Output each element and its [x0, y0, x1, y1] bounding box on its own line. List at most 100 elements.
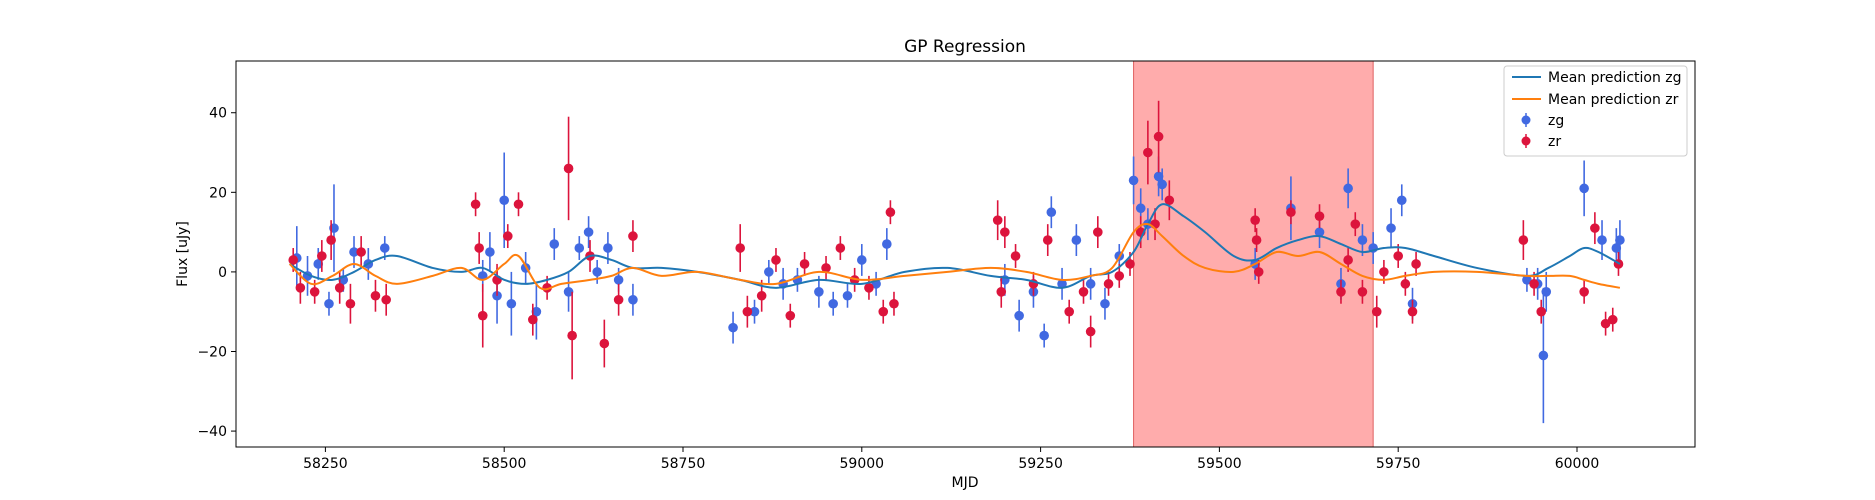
- point-zr-15: [513, 199, 524, 210]
- point-zr-73: [1579, 287, 1589, 297]
- point-zr-10: [470, 199, 481, 210]
- point-zr-24: [735, 243, 746, 253]
- point-zr-21: [599, 338, 610, 349]
- point-zg-16: [549, 239, 560, 249]
- point-zg-8: [379, 243, 390, 253]
- legend-label-zr: zr: [1548, 134, 1561, 150]
- chart-title: GP Regression: [904, 37, 1026, 57]
- legend-label-zg: zg: [1548, 113, 1564, 129]
- point-zg-10: [485, 247, 495, 257]
- y-axis: −40 −20 0 20 40: [197, 106, 236, 440]
- highlight-span: [1133, 61, 1374, 447]
- point-zr-56: [1251, 235, 1262, 245]
- point-zg-66: [1611, 243, 1622, 253]
- point-zr-59: [1314, 211, 1325, 221]
- point-zr-8: [370, 290, 381, 301]
- point-zg-60: [1522, 275, 1532, 285]
- point-zr-66: [1393, 251, 1403, 261]
- point-zg-26: [764, 267, 774, 277]
- point-zg-15: [531, 306, 542, 317]
- point-zr-43: [1064, 306, 1075, 317]
- point-zg-23: [628, 294, 638, 305]
- point-zg-58: [1396, 195, 1407, 206]
- point-zr-38: [996, 287, 1007, 297]
- point-zg-30: [828, 298, 838, 309]
- point-zr-51: [1143, 147, 1153, 158]
- legend-label-zr-line: Mean prediction zr: [1548, 92, 1679, 108]
- point-zr-27: [771, 255, 781, 265]
- point-zg-31: [842, 290, 853, 301]
- point-zr-49: [1125, 259, 1135, 269]
- point-zr-55: [1250, 215, 1260, 225]
- point-zr-1: [295, 283, 306, 293]
- x-axis-title: MJD: [952, 475, 979, 491]
- y-tick-label-40: 40: [209, 106, 227, 122]
- point-zr-40: [1010, 251, 1021, 261]
- point-zr-34: [878, 306, 889, 317]
- point-zr-4: [326, 235, 336, 245]
- point-zr-48: [1114, 271, 1125, 281]
- point-zg-39: [1046, 207, 1057, 218]
- series-zg: [291, 152, 1625, 424]
- x-axis: 58250 58500 58750 59000 59250 59500 59750 60000: [303, 447, 1599, 472]
- y-axis-title: Flux [uJy]: [175, 221, 191, 287]
- point-zg-64: [1579, 183, 1589, 194]
- point-zr-14: [502, 231, 513, 241]
- point-zr-58: [1286, 207, 1296, 218]
- x-tick-label-59250: 59250: [1018, 456, 1063, 472]
- point-zr-11: [474, 243, 484, 253]
- point-zr-28: [785, 310, 796, 321]
- point-zr-54: [1164, 195, 1175, 206]
- x-tick-label-60000: 60000: [1555, 456, 1600, 472]
- point-zr-3: [317, 251, 327, 261]
- point-zg-29: [814, 287, 824, 297]
- point-zr-42: [1042, 235, 1053, 245]
- point-zr-60: [1336, 287, 1346, 297]
- point-zg-24: [728, 322, 738, 333]
- point-zr-63: [1357, 287, 1368, 297]
- point-zg-3: [324, 298, 334, 309]
- point-zr-33: [864, 283, 874, 293]
- point-zg-46: [1135, 203, 1146, 214]
- point-zg-20: [592, 267, 602, 277]
- point-zr-16: [528, 314, 538, 325]
- point-zg-32: [856, 255, 867, 265]
- point-zg-43: [1100, 298, 1110, 309]
- point-zr-5: [334, 283, 345, 293]
- point-zr-29: [799, 259, 810, 269]
- point-zg-41: [1071, 235, 1082, 245]
- x-tick-label-58500: 58500: [482, 456, 527, 472]
- point-zr-52: [1150, 219, 1160, 229]
- point-zg-22: [613, 275, 624, 285]
- point-zg-67: [1615, 235, 1625, 245]
- point-zg-45: [1128, 175, 1139, 186]
- point-zr-47: [1103, 279, 1114, 289]
- series-zr: [288, 100, 1624, 380]
- point-zr-71: [1529, 279, 1539, 289]
- legend-box: [1503, 65, 1688, 157]
- point-zg-57: [1386, 223, 1396, 233]
- point-zg-6: [349, 247, 359, 257]
- x-tick-label-59500: 59500: [1197, 456, 1242, 472]
- point-zg-18: [574, 243, 585, 253]
- plot-area: [288, 61, 1625, 447]
- x-tick-label-58750: 58750: [661, 456, 706, 472]
- legend-label-zg-line: Mean prediction zg: [1548, 70, 1682, 86]
- point-zr-62: [1350, 219, 1361, 229]
- point-zr-65: [1379, 267, 1389, 277]
- point-zr-70: [1518, 235, 1529, 245]
- plot-frame: [235, 60, 1696, 448]
- point-zr-0: [288, 255, 299, 265]
- point-zg-21: [603, 243, 613, 253]
- y-tick-label-0: 0: [218, 265, 227, 281]
- line-mean-prediction-zr: [288, 223, 1621, 291]
- point-zg-12: [499, 195, 509, 206]
- point-zr-72: [1536, 306, 1547, 317]
- point-zr-25: [742, 306, 753, 317]
- point-zr-2: [309, 287, 320, 297]
- point-zr-64: [1371, 306, 1382, 317]
- x-tick-label-59750: 59750: [1376, 456, 1421, 472]
- y-tick-label--40: −40: [197, 424, 227, 440]
- point-zr-46: [1093, 227, 1103, 237]
